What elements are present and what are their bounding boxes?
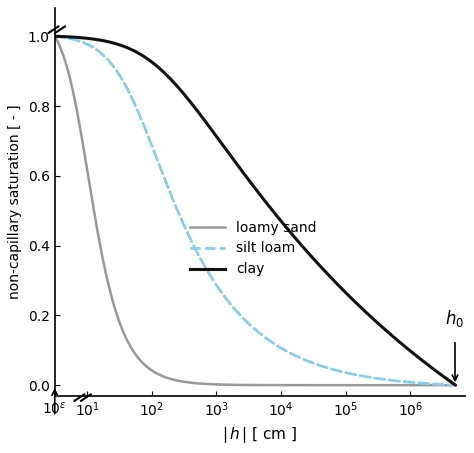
Legend: loamy sand, silt loam, clay: loamy sand, silt loam, clay: [185, 215, 322, 282]
loamy sand: [121, 332, 127, 337]
clay: [223, 146, 228, 152]
loamy sand: [401, 382, 407, 388]
silt loam: [445, 382, 450, 387]
X-axis label: $|\,h\,|$ [ cm ]: $|\,h\,|$ [ cm ]: [222, 424, 298, 445]
loamy sand: [223, 382, 228, 387]
Line: loamy sand: loamy sand: [55, 36, 456, 385]
silt loam: [453, 382, 458, 388]
loamy sand: [445, 382, 450, 388]
silt loam: [206, 270, 211, 275]
Text: $h_0$: $h_0$: [446, 308, 465, 329]
Line: silt loam: silt loam: [55, 36, 456, 385]
silt loam: [52, 34, 58, 39]
loamy sand: [98, 245, 103, 250]
loamy sand: [52, 34, 58, 39]
clay: [401, 343, 407, 349]
Y-axis label: non-capillary saturation [ - ]: non-capillary saturation [ - ]: [9, 105, 22, 299]
silt loam: [401, 379, 407, 385]
Line: clay: clay: [55, 36, 456, 385]
clay: [121, 44, 127, 49]
clay: [52, 34, 58, 39]
silt loam: [98, 50, 103, 55]
silt loam: [223, 295, 228, 301]
clay: [206, 123, 211, 128]
silt loam: [121, 80, 127, 86]
clay: [453, 382, 458, 388]
clay: [98, 38, 103, 43]
loamy sand: [453, 382, 458, 388]
loamy sand: [206, 381, 211, 387]
clay: [445, 377, 450, 382]
